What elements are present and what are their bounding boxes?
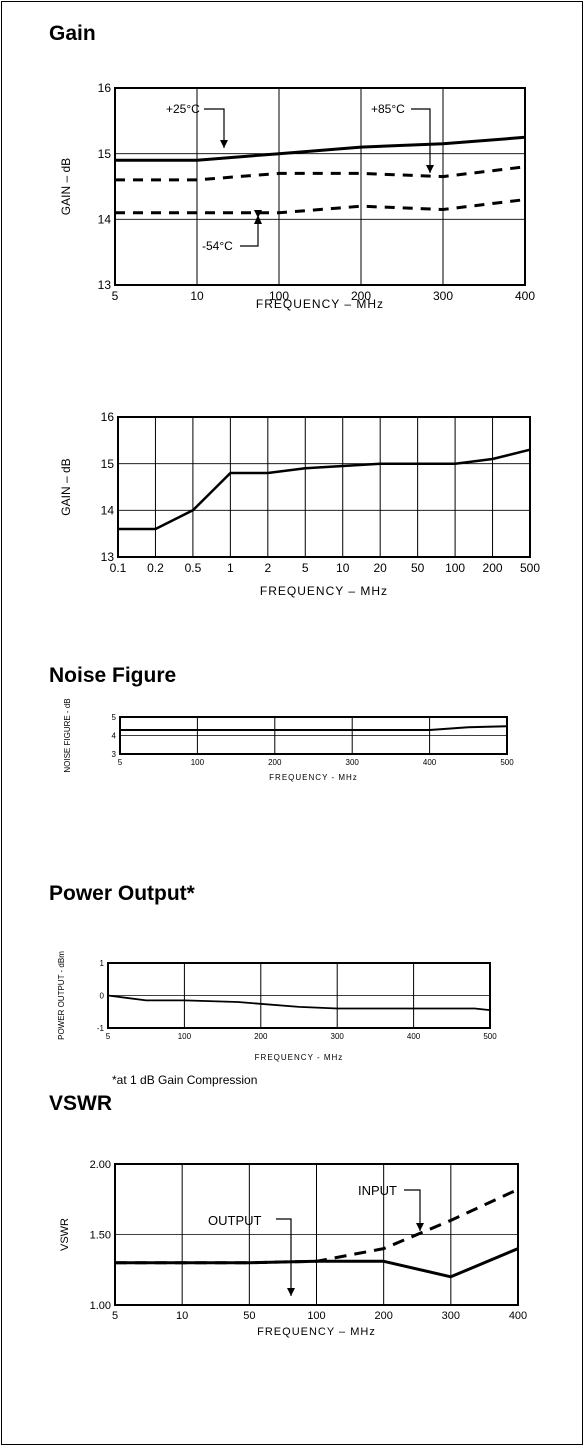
- chart3-x-tick-label: 300: [346, 758, 360, 767]
- chart5-annotation-output: OUTPUT: [208, 1213, 262, 1228]
- chart2-y-tick-label: 14: [101, 504, 115, 518]
- chart1-y-tick-label: 16: [98, 81, 112, 95]
- chart2-x-tick-label: 0.2: [147, 561, 164, 575]
- chart3-x-tick-label: 200: [268, 758, 282, 767]
- chart2-x-tick-label: 20: [374, 561, 388, 575]
- chart4-x-tick-label: 300: [331, 1032, 345, 1041]
- chart3-x-tick-label: 100: [191, 758, 205, 767]
- chart5-x-tick-label: 10: [176, 1310, 188, 1322]
- chart1-series-line-1: [115, 135, 526, 162]
- power-output-footnote: *at 1 dB Gain Compression: [112, 1073, 258, 1087]
- chart1-minus54-leader: [240, 218, 259, 247]
- chart2-series-line-1: [118, 448, 531, 531]
- chart2-x-tick-label: 2: [264, 561, 271, 575]
- chart1-minus54-leader-head: [254, 210, 262, 218]
- chart3-x-tick-label: 400: [423, 758, 437, 767]
- chart3-x-tick-label: 5: [118, 758, 123, 767]
- chart3-x-tick-label: 500: [500, 758, 514, 767]
- chart3-y-tick-label: 4: [112, 731, 117, 740]
- chart1-series-line-2: [115, 165, 526, 182]
- chart1-plus85-leader-head: [426, 165, 434, 173]
- chart5-output-leader-head: [287, 1288, 295, 1296]
- chart1-x-tick-label: 5: [112, 289, 119, 303]
- chart5-x-tick-label: 200: [374, 1310, 392, 1322]
- chart5-x-tick-label: 300: [442, 1310, 460, 1322]
- chart5-y-tick-label: 2.00: [90, 1159, 111, 1171]
- chart2-x-tick-label: 0.1: [110, 561, 127, 575]
- chart4-series-line-1: [107, 994, 491, 1011]
- chart1-y-tick-label: 15: [98, 147, 112, 161]
- chart2-y-tick-label: 15: [101, 457, 115, 471]
- chart1-x-tick-label: 400: [515, 289, 535, 303]
- chart5-input-leader-head: [416, 1223, 424, 1231]
- chart4-x-tick-label: 200: [254, 1032, 268, 1041]
- gain-section-title: Gain: [49, 22, 96, 45]
- chart4-y-axis-label: POWER OUTPUT - dBm: [57, 951, 66, 1040]
- power-output-section-title: Power Output*: [49, 882, 195, 905]
- chart1-plus25-leader-head: [220, 140, 228, 148]
- chart2-x-tick-label: 0.5: [185, 561, 202, 575]
- chart1-plus85-leader: [411, 108, 431, 173]
- chart1-x-tick-label: 300: [433, 289, 453, 303]
- chart5-plot-frame: [114, 1163, 519, 1306]
- chart1-plus25-leader: [204, 108, 225, 148]
- chart2-y-tick-label: 13: [101, 550, 115, 564]
- chart1-x-tick-label: 10: [190, 289, 204, 303]
- chart5-x-tick-label: 5: [112, 1310, 118, 1322]
- chart5-x-tick-label: 100: [307, 1310, 325, 1322]
- chart3-x-axis-label: FREQUENCY - MHz: [269, 773, 358, 782]
- chart5-x-tick-label: 50: [243, 1310, 255, 1322]
- chart3-y-axis-label: NOISE FIGURE - dB: [63, 698, 72, 772]
- chart1-series-line-3: [115, 198, 526, 215]
- chart2-x-tick-label: 50: [411, 561, 425, 575]
- chart1-y-tick-label: 14: [98, 213, 112, 227]
- chart1-y-tick-label: 13: [98, 278, 112, 292]
- vswr-section-title: VSWR: [49, 1092, 112, 1115]
- chart4-y-tick-label: 0: [100, 991, 105, 1000]
- chart2-x-tick-label: 200: [483, 561, 503, 575]
- chart1-annotation-plus85: +85°C: [371, 102, 405, 116]
- chart5-y-tick-label: 1.00: [90, 1300, 111, 1312]
- chart2-y-tick-label: 16: [101, 410, 115, 424]
- chart1-annotation-plus25: +25°C: [166, 102, 200, 116]
- chart5-input-leader: [404, 1189, 421, 1231]
- chart3-series-line-1: [120, 725, 508, 731]
- chart2-x-tick-label: 10: [336, 561, 350, 575]
- chart2-plot-frame: [117, 416, 531, 558]
- chart2-x-axis-label: FREQUENCY – MHz: [260, 584, 388, 598]
- chart5-y-axis-label: VSWR: [59, 1218, 71, 1251]
- chart1-plot-frame: [114, 87, 526, 286]
- chart4-x-tick-label: 500: [483, 1032, 497, 1041]
- chart5-x-axis-label: FREQUENCY – MHz: [257, 1326, 376, 1338]
- chart5-output-leader: [276, 1218, 292, 1296]
- chart4-x-axis-label: FREQUENCY - MHz: [255, 1053, 344, 1062]
- chart3-y-tick-label: 3: [112, 750, 117, 759]
- chart2-y-axis-label: GAIN – dB: [59, 458, 73, 515]
- chart2-x-tick-label: 500: [520, 561, 540, 575]
- chart4-x-tick-label: 5: [106, 1032, 111, 1041]
- chart4-x-tick-label: 100: [178, 1032, 192, 1041]
- chart5-y-tick-label: 1.50: [90, 1229, 111, 1241]
- chart1-minus54-head-up: [254, 215, 262, 224]
- chart5-x-tick-label: 400: [509, 1310, 527, 1322]
- chart1-y-axis-label: GAIN – dB: [59, 158, 73, 215]
- chart4-x-tick-label: 400: [407, 1032, 421, 1041]
- chart4-y-tick-label: -1: [97, 1024, 105, 1033]
- chart1-x-axis-label: FREQUENCY – MHz: [256, 297, 384, 311]
- chart5-annotation-input: INPUT: [358, 1183, 397, 1198]
- chart4-y-tick-label: 1: [100, 959, 105, 968]
- chart3-y-tick-label: 5: [112, 713, 117, 722]
- chart1-annotation-minus54: -54°C: [202, 239, 233, 253]
- chart1-x-tick-label: 100: [269, 289, 289, 303]
- noise-figure-section-title: Noise Figure: [49, 664, 177, 687]
- chart2-x-tick-label: 100: [445, 561, 465, 575]
- chart3-plot-frame: [119, 716, 508, 755]
- chart2-x-tick-label: 1: [227, 561, 234, 575]
- chart5-series-line-2: [115, 1188, 519, 1265]
- chart1-x-tick-label: 200: [351, 289, 371, 303]
- chart2-x-tick-label: 5: [302, 561, 309, 575]
